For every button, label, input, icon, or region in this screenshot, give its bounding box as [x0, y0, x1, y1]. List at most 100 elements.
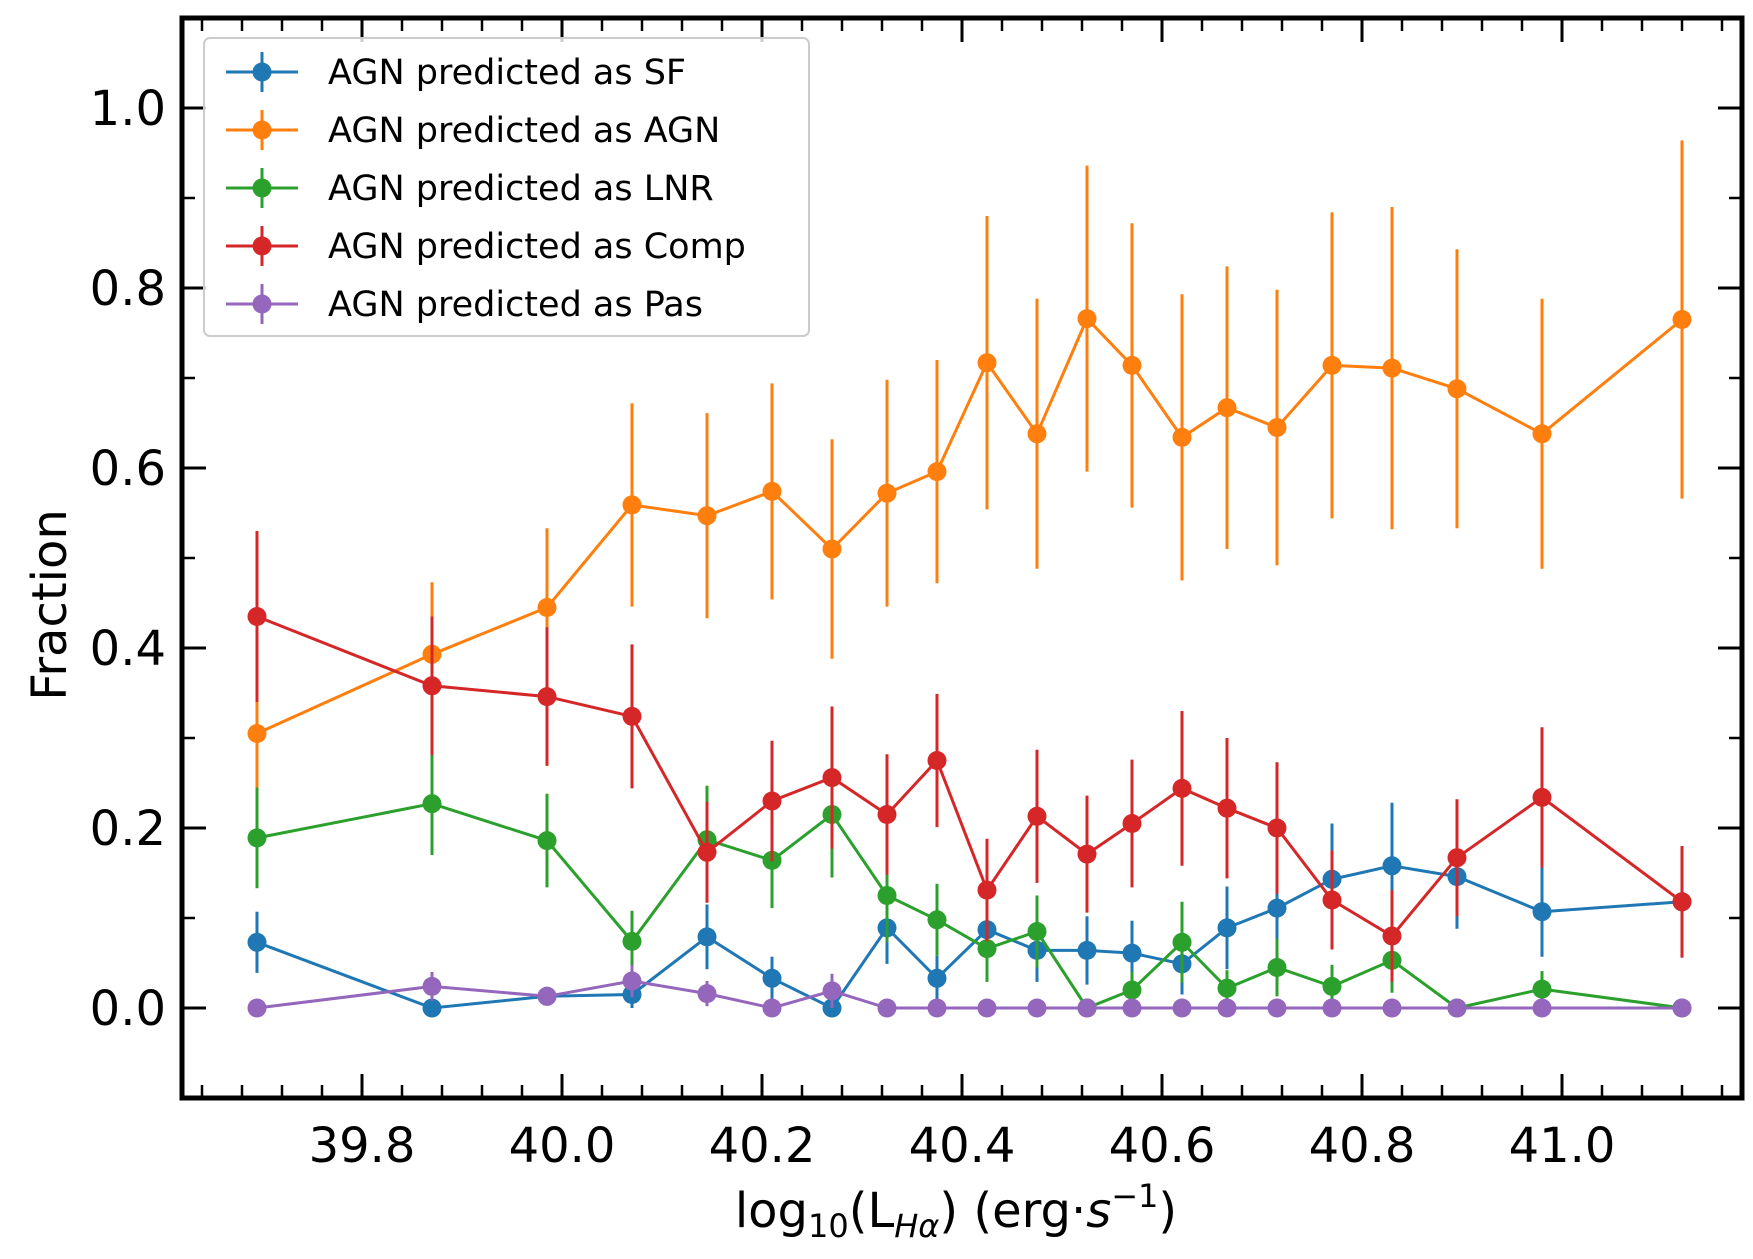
legend-label: AGN predicted as SF	[328, 53, 686, 93]
y-axis-label: Fraction	[22, 509, 78, 701]
y-tick-label: 0.6	[90, 441, 166, 497]
plot-frame	[179, 15, 1745, 1101]
data-point	[1532, 979, 1552, 999]
data-point	[977, 998, 997, 1018]
data-point	[247, 998, 267, 1018]
data-point	[1122, 980, 1142, 1000]
data-point	[877, 805, 897, 824]
series-5	[247, 964, 1692, 1018]
x-label-s: s	[1086, 1183, 1111, 1239]
data-point	[1122, 355, 1142, 375]
data-point	[1077, 844, 1097, 864]
data-point	[537, 831, 557, 851]
data-point	[877, 483, 897, 503]
legend-box	[203, 37, 810, 337]
data-point	[927, 968, 947, 988]
data-point	[1172, 932, 1192, 952]
data-point	[927, 910, 947, 930]
legend: AGN predicted as SF AGN predicted as AGN A…	[203, 37, 810, 337]
legend-entry: AGN predicted as Pas	[226, 284, 703, 325]
legend-marker	[252, 178, 272, 198]
x-axis-label: log10(LHα) (erg·s−1)	[735, 1177, 1177, 1245]
data-point	[1172, 427, 1192, 447]
data-point	[697, 842, 717, 862]
y-tick-label: 0.8	[90, 261, 166, 317]
data-point	[622, 931, 642, 951]
data-point	[1532, 424, 1552, 444]
data-point	[622, 495, 642, 515]
data-point	[1672, 998, 1692, 1018]
x-label-sub-halpha: Hα	[894, 1207, 939, 1245]
data-point	[247, 724, 267, 743]
data-point	[822, 981, 842, 1001]
data-point	[1267, 418, 1287, 437]
data-point	[877, 886, 897, 905]
data-point	[927, 751, 947, 770]
data-point	[1122, 998, 1142, 1018]
x-label-close: )	[1158, 1183, 1177, 1239]
legend-label: AGN predicted as Pas	[328, 285, 703, 325]
data-point	[1217, 978, 1237, 998]
data-point	[1532, 998, 1552, 1018]
data-point	[1267, 898, 1287, 918]
data-point	[1382, 856, 1402, 876]
x-tick-label: 40.4	[909, 1118, 1016, 1174]
data-point	[697, 927, 717, 947]
legend-label: AGN predicted as Comp	[328, 227, 746, 267]
data-point	[1382, 926, 1402, 946]
x-tick-label: 41.0	[1509, 1118, 1616, 1174]
x-label-sup: −1	[1111, 1177, 1158, 1215]
data-point	[422, 676, 442, 696]
data-point	[247, 607, 267, 626]
data-point	[977, 880, 997, 900]
data-point	[1447, 379, 1467, 399]
data-point	[1322, 890, 1342, 910]
data-point	[247, 932, 267, 952]
data-point	[1122, 943, 1142, 963]
data-point	[1322, 998, 1342, 1018]
data-point	[877, 998, 897, 1018]
data-point	[1267, 958, 1287, 977]
data-point	[1672, 892, 1692, 912]
data-point	[422, 794, 442, 814]
data-point	[1532, 787, 1552, 807]
data-point	[1217, 918, 1237, 938]
legend-marker	[252, 62, 272, 82]
legend-entry: AGN predicted as SF	[226, 52, 686, 93]
plot-area	[247, 140, 1692, 1018]
data-point	[1382, 358, 1402, 378]
data-point	[927, 998, 947, 1018]
data-point	[977, 353, 997, 373]
series-4	[247, 531, 1692, 982]
legend-marker	[252, 294, 272, 314]
data-point	[697, 984, 717, 1004]
data-point	[762, 998, 782, 1018]
x-tick-label: 40.6	[1109, 1118, 1216, 1174]
series-2	[247, 140, 1692, 788]
data-point	[537, 687, 557, 707]
data-point	[537, 986, 557, 1006]
y-tick-label: 0.2	[90, 801, 166, 857]
data-point	[1027, 998, 1047, 1018]
data-point	[1322, 355, 1342, 375]
tick-labels: 39.8 40.0 40.2 40.4 40.6 40.8 41.0 0.0 0.2 0.4 0.6…	[90, 81, 1616, 1174]
data-point	[1077, 309, 1097, 329]
data-point	[1027, 806, 1047, 826]
legend-marker	[252, 236, 272, 256]
legend-label: AGN predicted as LNR	[328, 169, 714, 209]
data-point	[1217, 998, 1237, 1018]
data-point	[762, 968, 782, 988]
y-tick-label: 1.0	[90, 81, 166, 137]
data-point	[1122, 814, 1142, 833]
data-point	[1267, 818, 1287, 838]
x-tick-label: 39.8	[309, 1118, 416, 1174]
data-point	[762, 481, 782, 501]
data-point	[1027, 922, 1047, 941]
x-tick-label: 40.2	[709, 1118, 816, 1174]
x-label-units: ) (erg·	[939, 1183, 1086, 1239]
y-tick-label: 0.4	[90, 621, 166, 677]
data-point	[622, 706, 642, 726]
data-point	[1027, 424, 1047, 444]
data-point	[622, 971, 642, 991]
